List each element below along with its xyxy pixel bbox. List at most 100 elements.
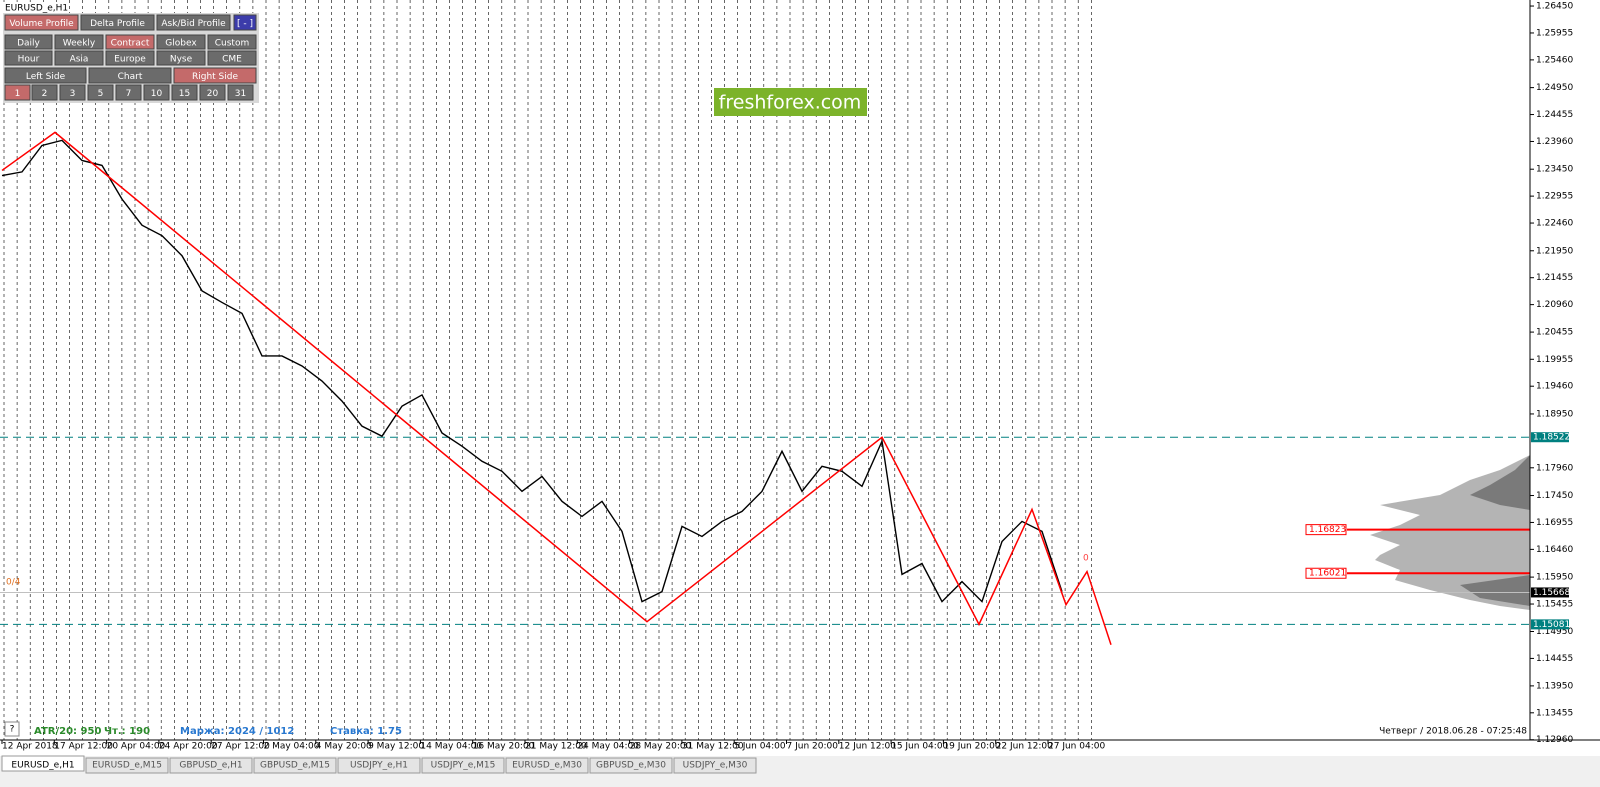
tab[interactable] [253, 757, 337, 774]
tab[interactable] [421, 757, 505, 774]
panel-button-label[interactable]: Ask/Bid Profile [161, 19, 226, 29]
tab[interactable] [673, 757, 757, 774]
y-tick-label: 1.24950 [1536, 83, 1573, 93]
panel-button[interactable] [87, 84, 114, 101]
panel-button[interactable] [105, 50, 155, 66]
tab[interactable] [505, 757, 589, 774]
y-tick-label: 1.20455 [1536, 328, 1573, 338]
x-tick-label: 20 Apr 04:00 [107, 742, 166, 752]
tab[interactable] [169, 757, 253, 774]
panel-button[interactable] [233, 14, 257, 31]
y-tick-label: 1.17960 [1536, 463, 1573, 473]
tab[interactable] [1, 755, 85, 772]
panel-button-label[interactable]: 5 [98, 89, 104, 99]
panel-button-label[interactable]: Volume Profile [9, 19, 74, 29]
panel-button[interactable] [207, 50, 257, 66]
atr: ATR/20: 950 [34, 726, 101, 737]
panel-button-label[interactable]: Chart [118, 72, 143, 82]
panel-button-label[interactable]: Daily [17, 39, 40, 49]
panel-button-label[interactable]: 3 [70, 89, 76, 99]
logo: freshforex.com [719, 92, 862, 114]
y-tick-label: 1.17450 [1536, 491, 1573, 501]
x-tick-label: 27 Jun 04:00 [1048, 742, 1105, 752]
tab-label[interactable]: GBPUSD_e,M15 [260, 761, 330, 771]
panel-button[interactable] [173, 67, 257, 84]
y-tick-label: 1.19955 [1536, 355, 1573, 365]
panel-button[interactable] [4, 84, 31, 101]
level-label: 1.15081 [1533, 620, 1570, 630]
x-tick-label: 5 Jun 04:00 [734, 742, 786, 752]
panel-button-label[interactable]: Contract [111, 39, 150, 49]
panel-button[interactable] [199, 84, 226, 101]
panel-button-label[interactable]: 7 [126, 89, 132, 99]
panel-button[interactable] [207, 34, 257, 50]
panel-button[interactable] [4, 34, 53, 50]
tab-label[interactable]: EURUSD_e,M15 [92, 761, 162, 771]
panel-button[interactable] [54, 34, 104, 50]
tab-label[interactable]: GBPUSD_e,M30 [596, 761, 666, 771]
panel-button-label[interactable]: [ - ] [237, 19, 253, 29]
panel-button-label[interactable]: 2 [42, 89, 48, 99]
tab[interactable] [337, 757, 421, 774]
x-tick-label: 27 Apr 12:00 [211, 742, 270, 752]
panel-button[interactable] [88, 67, 172, 84]
panel-button-label[interactable]: Left Side [26, 72, 66, 82]
panel-button-label[interactable]: Right Side [192, 72, 238, 82]
panel-button-label[interactable]: Globex [165, 39, 197, 49]
panel-button-label[interactable]: 31 [235, 89, 246, 99]
x-tick-label: 28 May 20:00 [630, 742, 692, 752]
panel-button-label[interactable]: 20 [207, 89, 219, 99]
y-tick-label: 1.25955 [1536, 28, 1573, 38]
panel-button[interactable] [156, 34, 206, 50]
x-tick-label: 9 May 12:00 [368, 742, 424, 752]
plot: 1.16823 1.16021 0/4 0 [0, 131, 1530, 646]
panel-button[interactable] [227, 84, 254, 101]
panel-button[interactable] [156, 50, 206, 66]
panel-button-label[interactable]: CME [222, 55, 242, 65]
annotation: 0/4 [6, 578, 21, 588]
panel-button-label[interactable]: Delta Profile [90, 19, 145, 29]
panel-button[interactable] [143, 84, 170, 101]
mark-label: 1.16021 [1309, 569, 1346, 579]
panel-button[interactable] [59, 84, 86, 101]
panel-button[interactable] [31, 84, 58, 101]
x-tick-label: 15 Jun 04:00 [891, 742, 948, 752]
panel-button-label[interactable]: Europe [114, 55, 146, 65]
panel-button[interactable] [4, 50, 53, 66]
panel-button[interactable] [115, 84, 142, 101]
level-tag [1531, 432, 1569, 443]
panel-button-label[interactable]: Asia [70, 55, 89, 65]
panel-button-label[interactable]: 15 [179, 89, 190, 99]
tab[interactable] [589, 757, 673, 774]
y-tick-label: 1.14950 [1536, 627, 1573, 637]
help-button[interactable] [4, 721, 20, 737]
help-icon[interactable]: ? [10, 725, 15, 735]
panel-button[interactable] [105, 34, 155, 50]
panel-button-label[interactable]: Hour [18, 55, 40, 65]
x-tick-label: 19 Jun 20:00 [943, 742, 1000, 752]
tab-label[interactable]: EURUSD_e,H1 [11, 761, 74, 771]
mark-tag [1305, 524, 1347, 536]
panel-button[interactable] [4, 14, 79, 31]
y-tick-label: 1.26450 [1536, 2, 1573, 12]
panel-button[interactable] [4, 67, 87, 84]
tab-label[interactable]: EURUSD_e,M30 [512, 761, 582, 771]
panel-button-label[interactable]: Nyse [170, 55, 193, 65]
tab-label[interactable]: USDJPY_e,H1 [350, 761, 408, 771]
tab-label[interactable]: USDJPY_e,M30 [683, 761, 748, 771]
tab[interactable] [85, 757, 169, 774]
y-tick-label: 1.18950 [1536, 409, 1573, 419]
x-tick-label: 12 Jun 12:00 [839, 742, 896, 752]
panel-button[interactable] [156, 14, 231, 31]
y-tick-label: 1.16955 [1536, 518, 1573, 528]
panel-button[interactable] [54, 50, 104, 66]
panel-button-label[interactable]: 1 [15, 89, 21, 99]
panel-button[interactable] [171, 84, 198, 101]
panel-button-label[interactable]: Custom [215, 39, 249, 49]
tab-label[interactable]: USDJPY_e,M15 [431, 761, 496, 771]
panel-button[interactable] [80, 14, 155, 31]
panel-button-label[interactable]: Weekly [63, 39, 96, 49]
panel-button-label[interactable]: 10 [151, 89, 163, 99]
tab-label[interactable]: GBPUSD_e,H1 [179, 761, 242, 771]
